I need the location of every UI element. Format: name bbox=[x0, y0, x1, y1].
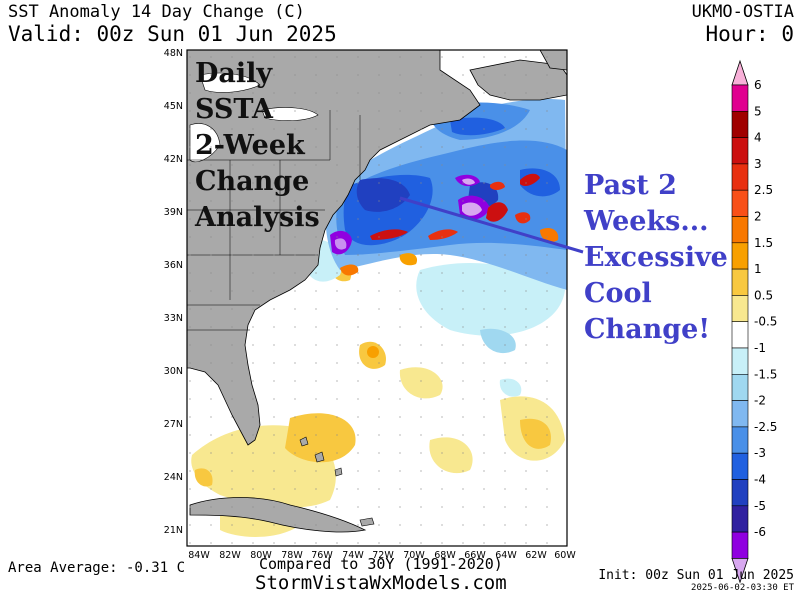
colorbar-label: 0.5 bbox=[754, 288, 773, 302]
colorbar-swatch bbox=[731, 163, 749, 191]
colorbar-label: -3 bbox=[754, 446, 766, 460]
left-annotation-line: Change bbox=[195, 166, 310, 197]
left-annotation-line: 2-Week bbox=[195, 130, 305, 161]
lon-label: 62W bbox=[525, 550, 547, 561]
lat-label: 30N bbox=[164, 366, 183, 377]
lat-label: 39N bbox=[164, 207, 183, 218]
colorbar-label: 2.5 bbox=[754, 183, 773, 197]
lon-label: 82W bbox=[219, 550, 241, 561]
lon-label: 76W bbox=[311, 550, 333, 561]
colorbar-label: 4 bbox=[754, 131, 762, 145]
left-annotation-line: Daily bbox=[195, 58, 273, 89]
colorbar-swatch bbox=[731, 479, 749, 507]
map-title: SST Anomaly 14 Day Change (C) bbox=[8, 2, 305, 22]
colorbar-swatch bbox=[731, 111, 749, 138]
lat-label: 21N bbox=[164, 525, 183, 536]
climatology-note: Compared to 30Y (1991-2020) bbox=[259, 555, 503, 573]
annotation-pointer-line bbox=[399, 196, 584, 254]
lat-label: 45N bbox=[164, 101, 183, 112]
colorbar-swatch bbox=[731, 268, 749, 296]
colorbar-label: -6 bbox=[754, 525, 766, 539]
forecast-hour: Hour: 0 bbox=[705, 22, 794, 46]
lon-label: 78W bbox=[281, 550, 303, 561]
colorbar-label: -1 bbox=[754, 341, 766, 355]
lon-label: 84W bbox=[188, 550, 210, 561]
left-annotation: Daily SSTA 2-Week Change Analysis bbox=[195, 56, 320, 236]
colorbar-swatch bbox=[731, 373, 749, 401]
colorbar-swatch bbox=[731, 189, 749, 217]
colorbar-label: -2.5 bbox=[754, 420, 777, 434]
lon-label: 80W bbox=[250, 550, 272, 561]
init-time: Init: 00z Sun 01 Jun 2025 bbox=[598, 568, 794, 583]
generated-timestamp: 2025-06-02-03:30 ET bbox=[691, 583, 794, 593]
colorbar-swatch bbox=[731, 295, 749, 322]
model-name: UKMO-OSTIA bbox=[691, 2, 794, 22]
lat-label: 36N bbox=[164, 260, 183, 271]
colorbar-swatch bbox=[731, 426, 749, 454]
right-annotation-line: Past 2 bbox=[584, 170, 677, 201]
colorbar-swatch bbox=[731, 531, 749, 559]
colorbar-label: -2 bbox=[754, 394, 766, 408]
lon-label: 72W bbox=[372, 550, 394, 561]
lat-label: 33N bbox=[164, 313, 183, 324]
lon-label: 70W bbox=[403, 550, 425, 561]
colorbar-bottom-tip bbox=[731, 558, 749, 584]
lon-label: 68W bbox=[434, 550, 456, 561]
colorbar-swatch bbox=[731, 505, 749, 533]
colorbar-label: 6 bbox=[754, 78, 762, 92]
area-average: Area Average: -0.31 C bbox=[8, 560, 186, 576]
colorbar-label: -1.5 bbox=[754, 367, 777, 381]
latitude-labels: 48N 45N 42N 39N 36N 33N 30N 27N 24N 21N bbox=[164, 48, 183, 536]
longitude-labels: 84W 82W 80W 78W 76W 74W 72W 70W 68W 66W … bbox=[188, 550, 576, 561]
right-annotation: Past 2 Weeks... Excessive Cool Change! bbox=[584, 168, 728, 348]
colorbar-swatch bbox=[731, 216, 749, 244]
color-scale-bar: 6 5 4 3 2.5 2 1.5 1 0.5 -0.5 -1 -1.5 -2 -2.5 -3 -4 -5 -6 bbox=[731, 59, 777, 584]
left-annotation-line: SSTA bbox=[195, 94, 273, 125]
colorbar-label: 2 bbox=[754, 210, 762, 224]
right-annotation-line: Change! bbox=[584, 314, 711, 345]
left-annotation-line: Analysis bbox=[195, 202, 320, 233]
colorbar-swatch bbox=[731, 321, 749, 349]
colorbar-label: 1 bbox=[754, 262, 762, 276]
lon-label: 74W bbox=[342, 550, 364, 561]
lon-label: 60W bbox=[554, 550, 576, 561]
right-annotation-line: Weeks... bbox=[584, 206, 709, 237]
colorbar-swatch bbox=[731, 452, 749, 480]
lat-label: 42N bbox=[164, 154, 183, 165]
colorbar-swatch bbox=[731, 84, 749, 112]
colorbar-swatch bbox=[731, 400, 749, 428]
website-credit: StormVistaWxModels.com bbox=[255, 572, 507, 594]
colorbar-swatch bbox=[731, 137, 749, 165]
right-annotation-line: Excessive bbox=[584, 242, 728, 273]
valid-time: Valid: 00z Sun 01 Jun 2025 bbox=[8, 22, 337, 46]
right-annotation-line: Cool bbox=[584, 278, 652, 309]
lat-label: 27N bbox=[164, 419, 183, 430]
colorbar-label: 3 bbox=[754, 157, 762, 171]
lon-label: 64W bbox=[495, 550, 517, 561]
colorbar-label: -0.5 bbox=[754, 315, 777, 329]
lon-label: 66W bbox=[464, 550, 486, 561]
colorbar-swatch bbox=[731, 242, 749, 270]
lat-label: 48N bbox=[164, 48, 183, 59]
map-frame bbox=[186, 49, 568, 547]
colorbar-label: -4 bbox=[754, 473, 766, 487]
colorbar-label: -5 bbox=[754, 499, 766, 513]
colorbar-swatch bbox=[731, 347, 749, 375]
colorbar-top-tip bbox=[731, 59, 749, 86]
lat-label: 24N bbox=[164, 472, 183, 483]
colorbar-label: 1.5 bbox=[754, 236, 773, 250]
colorbar-label: 5 bbox=[754, 104, 762, 118]
